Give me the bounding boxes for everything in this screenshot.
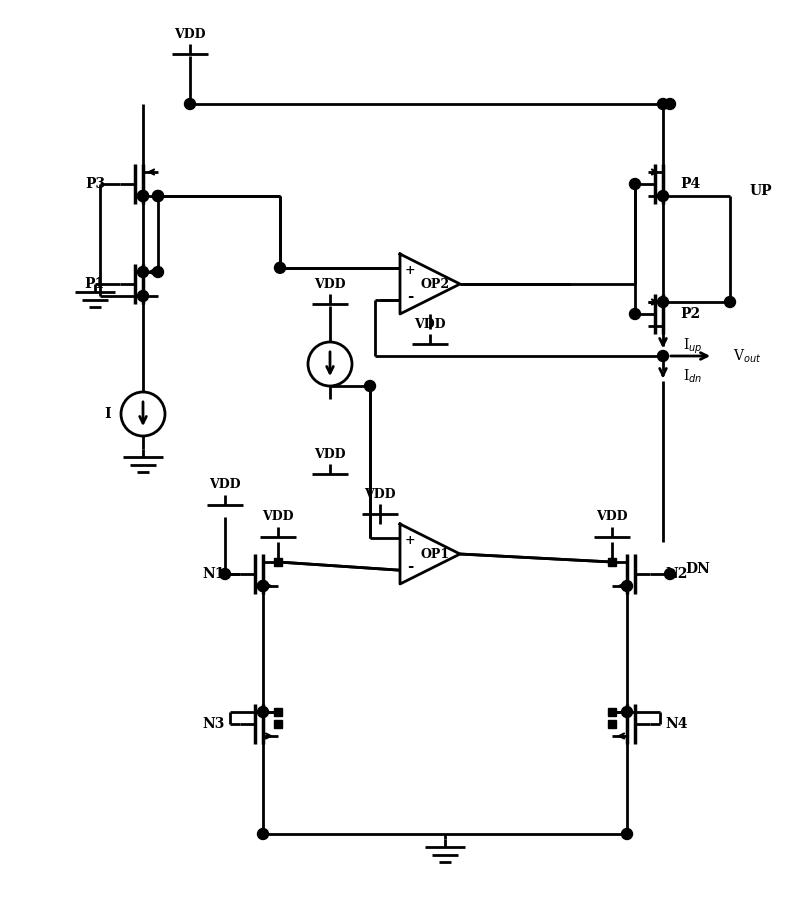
Text: VDD: VDD xyxy=(210,479,241,492)
Circle shape xyxy=(185,99,195,110)
Bar xyxy=(274,720,282,728)
Circle shape xyxy=(725,296,735,307)
Circle shape xyxy=(622,828,633,839)
Circle shape xyxy=(138,291,149,302)
Circle shape xyxy=(658,99,669,110)
Text: OP1: OP1 xyxy=(421,547,450,560)
Bar xyxy=(274,558,282,566)
Text: VDD: VDD xyxy=(414,317,446,331)
Circle shape xyxy=(258,707,269,717)
Text: DN: DN xyxy=(685,562,710,576)
Bar xyxy=(274,708,282,716)
Text: VDD: VDD xyxy=(314,278,346,291)
Circle shape xyxy=(622,580,633,591)
Circle shape xyxy=(258,580,269,591)
Text: I: I xyxy=(105,407,111,421)
Text: N3: N3 xyxy=(202,717,225,731)
Text: N4: N4 xyxy=(665,717,687,731)
Circle shape xyxy=(153,190,163,201)
Circle shape xyxy=(622,707,633,717)
Text: P1: P1 xyxy=(85,277,105,291)
Text: -: - xyxy=(407,291,413,304)
Text: I$_{dn}$: I$_{dn}$ xyxy=(683,367,702,385)
Text: VDD: VDD xyxy=(364,487,396,501)
Text: VDD: VDD xyxy=(314,448,346,461)
Circle shape xyxy=(658,350,669,362)
Circle shape xyxy=(219,569,230,579)
Circle shape xyxy=(258,828,269,839)
Circle shape xyxy=(138,267,149,278)
Circle shape xyxy=(153,267,163,278)
Text: P3: P3 xyxy=(85,177,105,191)
Circle shape xyxy=(630,309,641,320)
Text: VDD: VDD xyxy=(174,27,206,40)
Circle shape xyxy=(658,190,669,201)
Text: VDD: VDD xyxy=(262,511,294,524)
Text: +: + xyxy=(405,535,415,547)
Circle shape xyxy=(153,190,163,201)
Text: P4: P4 xyxy=(680,177,700,191)
Circle shape xyxy=(665,569,675,579)
Circle shape xyxy=(365,380,375,391)
Bar xyxy=(608,708,616,716)
Text: V$_{out}$: V$_{out}$ xyxy=(733,347,762,365)
Text: N1: N1 xyxy=(202,567,225,581)
Bar xyxy=(608,720,616,728)
Circle shape xyxy=(665,99,675,110)
Circle shape xyxy=(630,178,641,189)
Circle shape xyxy=(258,580,269,591)
Text: -: - xyxy=(407,560,413,574)
Circle shape xyxy=(274,262,286,273)
Text: +: + xyxy=(405,264,415,277)
Circle shape xyxy=(138,190,149,201)
Bar xyxy=(608,558,616,566)
Text: N2: N2 xyxy=(665,567,687,581)
Circle shape xyxy=(658,296,669,307)
Text: OP2: OP2 xyxy=(421,278,450,291)
Text: P2: P2 xyxy=(680,307,700,321)
Text: VDD: VDD xyxy=(596,511,628,524)
Circle shape xyxy=(138,190,149,201)
Text: I$_{up}$: I$_{up}$ xyxy=(683,336,702,356)
Text: UP: UP xyxy=(750,184,773,198)
